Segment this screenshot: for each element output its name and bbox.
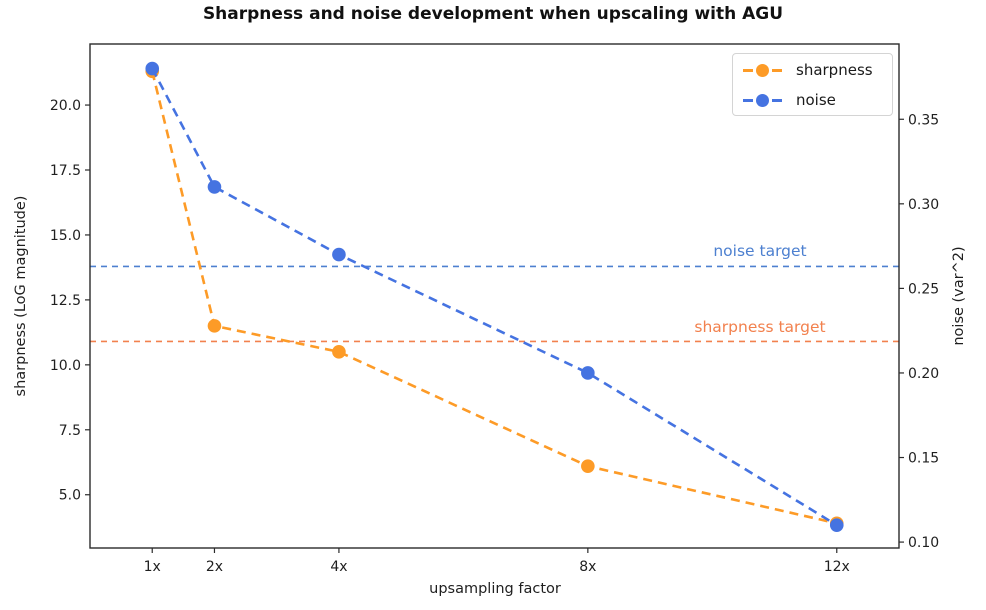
series-noise-marker [829, 518, 844, 532]
legend-label-noise: noise [796, 91, 836, 109]
x-axis-label: upsampling factor [429, 581, 561, 597]
series-noise-marker [581, 366, 595, 380]
sharpness-target-annotation: sharpness target [694, 318, 826, 336]
sharpness-line-marker-icon [743, 63, 784, 77]
legend: sharpness noise [732, 53, 893, 116]
y-right-tick-label: 0.35 [908, 112, 939, 128]
plot-frame [89, 43, 900, 549]
x-tick-label: 2x [206, 559, 223, 575]
x-tick-label: 8x [579, 559, 596, 575]
x-tick-label: 1x [144, 559, 161, 575]
series-noise-marker [332, 247, 346, 262]
y-left-tick-label: 20.0 [50, 98, 81, 114]
series-sharpness-marker [581, 459, 595, 473]
x-tick-label: 12x [824, 559, 850, 575]
y-left-tick-label: 15.0 [50, 228, 81, 244]
series-noise-marker [145, 61, 160, 76]
y-left-tick-label: 12.5 [50, 293, 81, 309]
legend-label-sharpness: sharpness [796, 61, 873, 79]
noise-target-annotation: noise target [713, 242, 807, 260]
y-right-tick-label: 0.25 [908, 281, 939, 297]
y-axis-label-left: sharpness (LoG magnitude) [13, 195, 29, 397]
series-noise-line [151, 67, 838, 527]
y-left-tick-label: 17.5 [50, 163, 81, 179]
y-right-tick-label: 0.30 [908, 197, 939, 213]
y-axis-label-right: noise (var^2) [951, 246, 967, 346]
y-right-tick-label: 0.10 [908, 535, 939, 551]
y-left-tick-label: 5.0 [59, 488, 81, 504]
series-sharpness-marker [332, 345, 346, 359]
series-sharpness-line [150, 70, 838, 525]
chart-title: Sharpness and noise development when ups… [202, 4, 784, 24]
y-right-tick-label: 0.15 [908, 451, 939, 467]
series-sharpness-marker [207, 319, 222, 333]
noise-line-marker-icon [743, 93, 784, 107]
legend-entry-sharpness: sharpness [743, 61, 882, 79]
y-left-tick-label: 10.0 [50, 358, 81, 374]
legend-entry-noise: noise [743, 91, 882, 109]
y-left-tick-label: 7.5 [59, 423, 81, 439]
y-right-tick-label: 0.20 [908, 366, 939, 382]
series-noise-marker [207, 180, 222, 194]
x-tick-label: 4x [330, 559, 347, 575]
